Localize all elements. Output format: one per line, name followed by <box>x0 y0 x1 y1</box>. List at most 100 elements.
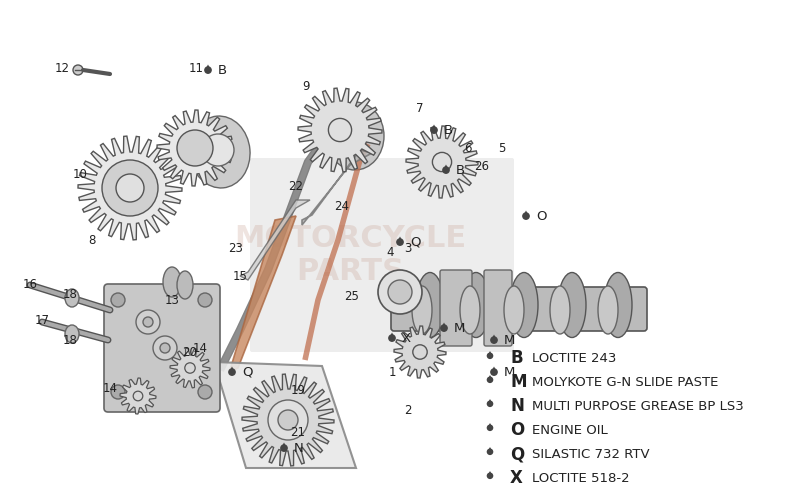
Circle shape <box>198 385 212 399</box>
Text: B: B <box>218 64 227 76</box>
Ellipse shape <box>416 272 444 338</box>
PathPatch shape <box>397 237 403 242</box>
Ellipse shape <box>412 286 432 334</box>
Ellipse shape <box>177 271 193 299</box>
Text: 1: 1 <box>388 366 396 378</box>
Text: 24: 24 <box>334 199 350 213</box>
Ellipse shape <box>326 102 384 170</box>
Polygon shape <box>120 378 156 414</box>
PathPatch shape <box>487 423 493 428</box>
Ellipse shape <box>163 267 181 297</box>
Text: 13: 13 <box>165 294 179 307</box>
Circle shape <box>430 126 438 134</box>
PathPatch shape <box>487 399 493 404</box>
PathPatch shape <box>281 442 287 448</box>
Text: O: O <box>536 210 546 222</box>
Circle shape <box>153 336 177 360</box>
Polygon shape <box>394 326 446 378</box>
Text: MOLYKOTE G-N SLIDE PASTE: MOLYKOTE G-N SLIDE PASTE <box>532 375 718 389</box>
Text: N: N <box>294 441 304 455</box>
Polygon shape <box>230 216 296 372</box>
Circle shape <box>73 65 83 75</box>
Circle shape <box>268 400 308 440</box>
Polygon shape <box>157 110 233 186</box>
Text: 14: 14 <box>102 382 118 394</box>
Ellipse shape <box>604 272 632 338</box>
Polygon shape <box>214 362 356 468</box>
Text: 12: 12 <box>54 62 70 74</box>
Text: 15: 15 <box>233 270 247 283</box>
Circle shape <box>328 119 352 142</box>
PathPatch shape <box>523 211 529 216</box>
Circle shape <box>486 472 494 479</box>
PathPatch shape <box>487 447 493 452</box>
Text: M: M <box>454 321 466 335</box>
Polygon shape <box>240 200 310 280</box>
Circle shape <box>228 368 236 376</box>
Ellipse shape <box>460 286 480 334</box>
PathPatch shape <box>229 367 235 372</box>
Circle shape <box>486 424 494 431</box>
Circle shape <box>486 448 494 455</box>
Text: LOCTITE 243: LOCTITE 243 <box>532 351 616 365</box>
Circle shape <box>185 138 206 158</box>
FancyBboxPatch shape <box>104 284 220 412</box>
Ellipse shape <box>462 272 490 338</box>
Ellipse shape <box>550 286 570 334</box>
Circle shape <box>102 160 158 216</box>
Circle shape <box>396 238 404 246</box>
Text: LOCTITE 518-2: LOCTITE 518-2 <box>532 471 630 485</box>
Ellipse shape <box>504 286 524 334</box>
Circle shape <box>275 408 301 432</box>
Text: B: B <box>456 164 465 176</box>
FancyBboxPatch shape <box>391 287 647 331</box>
PathPatch shape <box>205 65 211 70</box>
Text: 14: 14 <box>193 342 207 354</box>
Text: 10: 10 <box>73 169 87 181</box>
Text: MULTI PURPOSE GREASE BP LS3: MULTI PURPOSE GREASE BP LS3 <box>532 399 744 413</box>
Polygon shape <box>302 150 372 225</box>
Circle shape <box>490 336 498 344</box>
PathPatch shape <box>487 471 493 476</box>
Circle shape <box>202 134 234 166</box>
Text: M: M <box>504 334 515 346</box>
Text: 11: 11 <box>189 62 203 74</box>
Text: 6: 6 <box>464 142 472 154</box>
Circle shape <box>115 173 145 202</box>
Circle shape <box>388 334 396 342</box>
Text: 7: 7 <box>416 101 424 115</box>
Circle shape <box>442 166 450 174</box>
Text: 3: 3 <box>404 242 412 254</box>
Text: X: X <box>510 469 523 487</box>
Text: 26: 26 <box>474 160 490 172</box>
Text: 18: 18 <box>62 334 78 346</box>
Circle shape <box>378 270 422 314</box>
Ellipse shape <box>65 325 79 343</box>
PathPatch shape <box>441 322 447 328</box>
FancyBboxPatch shape <box>484 270 512 346</box>
Text: M: M <box>504 366 515 378</box>
Circle shape <box>490 368 498 376</box>
FancyBboxPatch shape <box>440 270 472 346</box>
Text: 8: 8 <box>88 234 96 246</box>
Text: X: X <box>402 332 411 344</box>
Circle shape <box>111 385 125 399</box>
Circle shape <box>413 345 427 359</box>
Text: 22: 22 <box>289 179 303 193</box>
Circle shape <box>280 444 288 452</box>
Text: SILASTIC 732 RTV: SILASTIC 732 RTV <box>532 447 650 461</box>
PathPatch shape <box>443 165 449 170</box>
Text: 16: 16 <box>22 277 38 291</box>
Ellipse shape <box>190 116 250 188</box>
Ellipse shape <box>510 272 538 338</box>
Circle shape <box>185 363 195 373</box>
Circle shape <box>432 152 451 171</box>
Circle shape <box>204 66 212 74</box>
PathPatch shape <box>487 375 493 380</box>
Text: O: O <box>510 421 524 439</box>
Text: 20: 20 <box>182 345 198 359</box>
Ellipse shape <box>598 286 618 334</box>
Text: N: N <box>510 397 524 415</box>
Text: M: M <box>510 373 526 391</box>
PathPatch shape <box>491 367 497 372</box>
